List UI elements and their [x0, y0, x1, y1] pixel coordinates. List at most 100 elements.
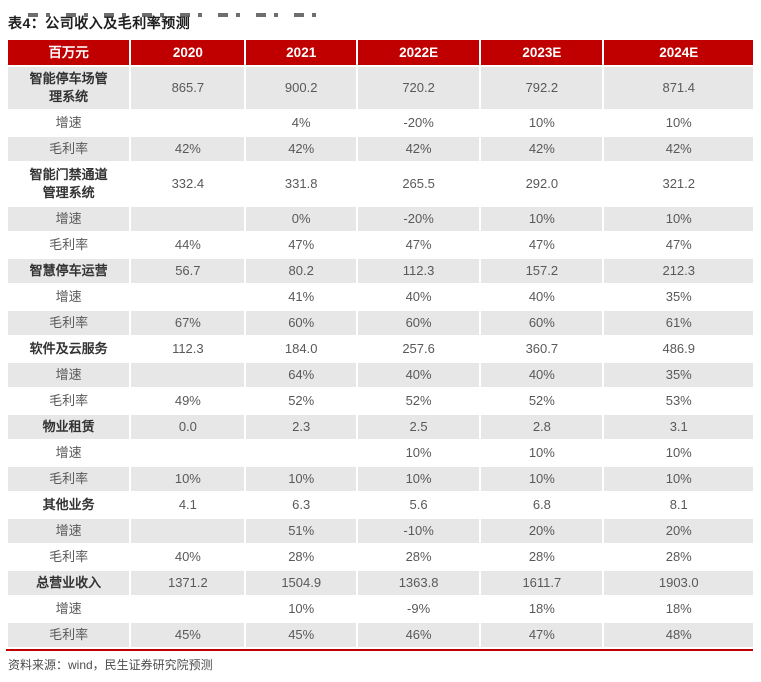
value-cell — [131, 363, 245, 387]
value-cell: 792.2 — [481, 67, 603, 109]
value-cell: 10% — [246, 467, 356, 491]
value-cell: 331.8 — [246, 163, 356, 205]
row-label: 毛利率 — [8, 137, 130, 161]
value-cell: 10% — [481, 467, 603, 491]
value-cell: 2.8 — [481, 415, 603, 439]
value-cell: 265.5 — [357, 163, 480, 205]
year-column-header: 2022E — [357, 40, 480, 65]
value-cell: 10% — [604, 111, 753, 135]
row-label: 毛利率 — [8, 389, 130, 413]
row-label: 增速 — [8, 363, 130, 387]
value-cell — [131, 207, 245, 231]
value-cell: 5.6 — [357, 493, 480, 517]
value-cell: 184.0 — [246, 337, 356, 361]
value-cell: 48% — [604, 623, 753, 647]
value-cell: 332.4 — [131, 163, 245, 205]
value-cell: 157.2 — [481, 259, 603, 283]
value-cell: 47% — [604, 233, 753, 257]
table-row: 智慧停车运营 56.7 80.2 112.3 157.2 212.3 — [8, 259, 753, 283]
value-cell: 18% — [604, 597, 753, 621]
table-row: 智能停车场管 理系统 865.7 900.2 720.2 792.2 871.4 — [8, 67, 753, 109]
value-cell: -10% — [357, 519, 480, 543]
table-row: 毛利率 10% 10% 10% 10% 10% — [8, 467, 753, 491]
row-label: 物业租赁 — [8, 415, 130, 439]
table-row: 其他业务 4.1 6.3 5.6 6.8 8.1 — [8, 493, 753, 517]
value-cell: 42% — [131, 137, 245, 161]
value-cell: 1611.7 — [481, 571, 603, 595]
value-cell: 6.3 — [246, 493, 356, 517]
value-cell: 47% — [357, 233, 480, 257]
row-label: 智能门禁通道 管理系统 — [8, 163, 130, 205]
value-cell: 40% — [357, 363, 480, 387]
value-cell — [131, 111, 245, 135]
value-cell: 64% — [246, 363, 356, 387]
row-label: 毛利率 — [8, 233, 130, 257]
value-cell: 61% — [604, 311, 753, 335]
value-cell: 4% — [246, 111, 356, 135]
table-row: 增速 0% -20% 10% 10% — [8, 207, 753, 231]
value-cell: 45% — [246, 623, 356, 647]
row-label: 软件及云服务 — [8, 337, 130, 361]
value-cell: 40% — [357, 285, 480, 309]
table-row: 毛利率 45% 45% 46% 47% 48% — [8, 623, 753, 647]
value-cell: 10% — [357, 441, 480, 465]
value-cell: 28% — [246, 545, 356, 569]
value-cell: 112.3 — [131, 337, 245, 361]
value-cell: 28% — [604, 545, 753, 569]
table-row: 增速 51% -10% 20% 20% — [8, 519, 753, 543]
row-label: 智能停车场管 理系统 — [8, 67, 130, 109]
table-row: 智能门禁通道 管理系统 332.4 331.8 265.5 292.0 321.2 — [8, 163, 753, 205]
value-cell: 52% — [246, 389, 356, 413]
value-cell: 10% — [481, 441, 603, 465]
value-cell: 35% — [604, 363, 753, 387]
value-cell: 112.3 — [357, 259, 480, 283]
row-label: 其他业务 — [8, 493, 130, 517]
row-label: 增速 — [8, 285, 130, 309]
row-label: 毛利率 — [8, 545, 130, 569]
value-cell: 40% — [481, 363, 603, 387]
value-cell: 0% — [246, 207, 356, 231]
value-cell: 10% — [131, 467, 245, 491]
value-cell: 20% — [604, 519, 753, 543]
year-column-header: 2024E — [604, 40, 753, 65]
row-label: 智慧停车运营 — [8, 259, 130, 283]
value-cell: 42% — [357, 137, 480, 161]
table-row: 物业租赁 0.0 2.3 2.5 2.8 3.1 — [8, 415, 753, 439]
value-cell — [131, 597, 245, 621]
year-column-header: 2023E — [481, 40, 603, 65]
value-cell: 42% — [604, 137, 753, 161]
table-row: 毛利率 49% 52% 52% 52% 53% — [8, 389, 753, 413]
table-row: 毛利率 40% 28% 28% 28% 28% — [8, 545, 753, 569]
year-column-header: 2020 — [131, 40, 245, 65]
value-cell: 18% — [481, 597, 603, 621]
value-cell: 1363.8 — [357, 571, 480, 595]
value-cell: 10% — [357, 467, 480, 491]
year-column-header: 2021 — [246, 40, 356, 65]
value-cell: 10% — [604, 467, 753, 491]
value-cell: 67% — [131, 311, 245, 335]
table-bottom-rule — [6, 649, 753, 651]
table-row: 软件及云服务 112.3 184.0 257.6 360.7 486.9 — [8, 337, 753, 361]
value-cell: 45% — [131, 623, 245, 647]
value-cell: 865.7 — [131, 67, 245, 109]
value-cell: 871.4 — [604, 67, 753, 109]
table-row: 增速 10% 10% 10% — [8, 441, 753, 465]
table-body: 智能停车场管 理系统 865.7 900.2 720.2 792.2 871.4 增速 4% -… — [8, 67, 753, 647]
value-cell: 900.2 — [246, 67, 356, 109]
value-cell: 41% — [246, 285, 356, 309]
table-row: 增速 4% -20% 10% 10% — [8, 111, 753, 135]
source-note: 资料来源：wind，民生证券研究院预测 — [8, 658, 213, 672]
value-cell: 51% — [246, 519, 356, 543]
table-row: 增速 41% 40% 40% 35% — [8, 285, 753, 309]
value-cell: 10% — [481, 111, 603, 135]
row-label: 增速 — [8, 207, 130, 231]
value-cell: 8.1 — [604, 493, 753, 517]
value-cell: 257.6 — [357, 337, 480, 361]
value-cell: 52% — [357, 389, 480, 413]
forecast-table: 百万元 2020 2021 2022E 2023E 2024E 智能停车场管 理系统 865… — [6, 38, 755, 649]
value-cell: 292.0 — [481, 163, 603, 205]
value-cell — [131, 441, 245, 465]
value-cell: 44% — [131, 233, 245, 257]
value-cell: 6.8 — [481, 493, 603, 517]
clipped-previous-line — [28, 13, 328, 17]
